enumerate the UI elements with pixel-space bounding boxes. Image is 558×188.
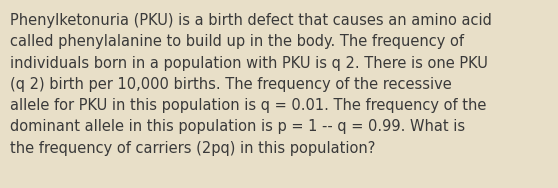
Text: Phenylketonuria (PKU) is a birth defect that causes an amino acid
called phenyla: Phenylketonuria (PKU) is a birth defect … <box>10 13 492 156</box>
